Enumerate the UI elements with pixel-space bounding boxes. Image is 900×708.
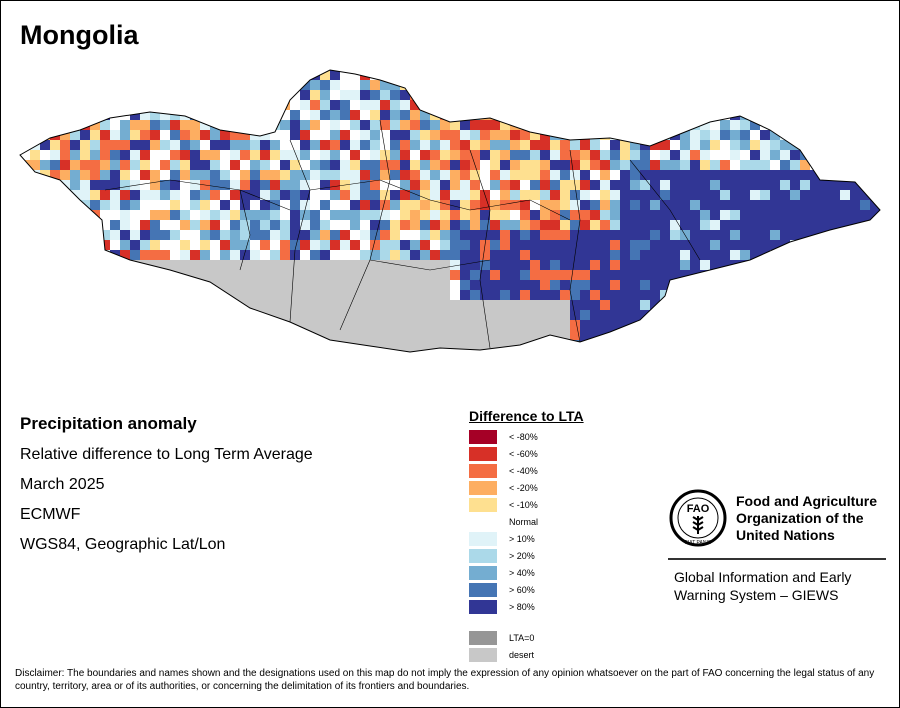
country-border [19, 69, 881, 353]
info-line-3: ECMWF [20, 506, 81, 523]
legend-item-wet-20: > 20% [469, 547, 659, 564]
map-title: Mongolia [20, 20, 139, 50]
legend-item-dry-20: < -20% [469, 479, 659, 496]
legend-item-wet-40: > 40% [469, 564, 659, 581]
legend: Difference to LTA < -80% < -60% < -40% <… [469, 408, 659, 663]
fao-block: FAO FIAT PANIS Food and Agriculture Orga… [668, 488, 890, 604]
fao-name: Food and Agriculture Organization of the… [736, 492, 878, 543]
legend-item-wet-80: > 80% [469, 598, 659, 615]
legend-title: Difference to LTA [469, 408, 584, 424]
mongolia-anomaly-map [19, 69, 881, 353]
map-info: Precipitation anomaly Relative differenc… [20, 414, 313, 566]
legend-item-normal: Normal [509, 516, 539, 527]
info-line-2: March 2025 [20, 476, 105, 493]
fao-logo-motto: FIAT PANIS [685, 540, 712, 546]
legend-item-dry-80: < -80% [469, 428, 659, 445]
info-line-4: WGS84, Geographic Lat/Lon [20, 536, 226, 553]
giews-label: Global Information and Early Warning Sys… [674, 569, 852, 603]
fao-logo-text: FAO [687, 503, 710, 515]
info-line-1: Relative difference to Long Term Average [20, 446, 313, 463]
legend-item-wet-10: > 10% [469, 530, 659, 547]
province-borders [104, 119, 701, 349]
legend-item-desert: desert [469, 646, 659, 663]
legend-item-wet-60: > 60% [469, 581, 659, 598]
info-heading: Precipitation anomaly [20, 414, 197, 433]
fao-logo-icon: FAO FIAT PANIS [669, 489, 727, 547]
legend-item-dry-40: < -40% [469, 462, 659, 479]
fao-divider [668, 558, 886, 560]
disclaimer: Disclaimer: The boundaries and names sho… [15, 668, 875, 692]
legend-item-lta0: LTA=0 [469, 629, 659, 646]
legend-item-dry-60: < -60% [469, 445, 659, 462]
legend-item-dry-10: < -10% [469, 496, 659, 513]
